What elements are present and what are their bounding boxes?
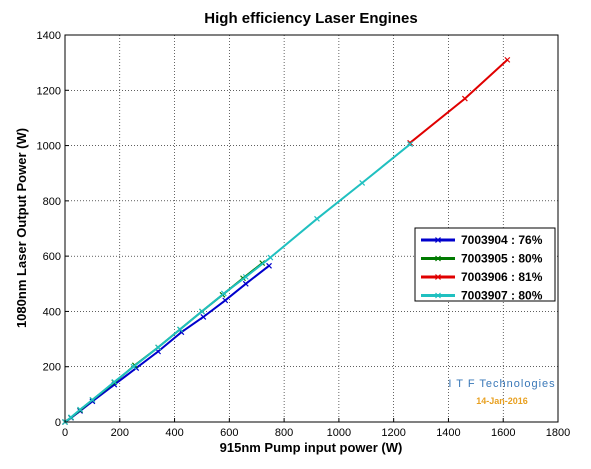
- y-tick-label: 800: [43, 196, 61, 208]
- legend-marker: [435, 237, 441, 243]
- series-4: [62, 141, 414, 425]
- y-axis-label: 1080nm Laser Output Power (W): [14, 128, 29, 328]
- data-point: [222, 297, 229, 304]
- x-tick-label: 800: [275, 427, 293, 439]
- x-tick-label: 200: [111, 427, 129, 439]
- data-point: [89, 396, 96, 403]
- data-point: [314, 215, 320, 222]
- data-point: [77, 406, 83, 413]
- data-point: [266, 262, 272, 269]
- plot-frame: [64, 34, 559, 423]
- data-point: [407, 141, 414, 148]
- legend-item: 7003906 : 81%: [421, 270, 543, 284]
- axes: 0 200 400 600 800 1000 1200 1400 1600 1800 0 200 400…: [37, 30, 571, 439]
- legend-marker: [435, 255, 441, 262]
- data-point: [155, 344, 162, 351]
- data-point: [68, 414, 74, 421]
- data-point: [220, 290, 227, 297]
- series-3: [407, 56, 511, 146]
- legend: 7003904 : 76% 7003905 : 80% 7003906 : 81% 7…: [414, 227, 556, 303]
- legend-marker: [435, 274, 441, 280]
- legend-marker: [435, 292, 441, 299]
- date-annotation: 14-Jan-2016: [476, 396, 528, 406]
- y-tick-label: 0: [55, 417, 61, 429]
- y-tick-label: 400: [43, 306, 61, 318]
- data-point: [199, 308, 205, 315]
- y-tick-label: 1200: [37, 85, 61, 97]
- legend-label: 7003905 : 80%: [461, 252, 543, 266]
- y-tick-label: 1000: [37, 141, 61, 153]
- legend-label: 7003906 : 81%: [461, 270, 543, 284]
- data-point: [242, 280, 249, 287]
- x-tick-label: 0: [62, 427, 68, 439]
- x-tick-label: 1800: [546, 427, 570, 439]
- series-layer: [62, 56, 511, 425]
- data-point: [177, 326, 183, 333]
- x-tick-label: 400: [165, 427, 183, 439]
- grid: [65, 35, 558, 422]
- data-point: [130, 363, 137, 370]
- data-point: [111, 378, 118, 385]
- x-axis-label: 915nm Pump input power (W): [220, 440, 403, 455]
- chart-title: High efficiency Laser Engines: [204, 10, 417, 27]
- legend-item: 7003905 : 80%: [421, 252, 543, 266]
- legend-label: 7003907 : 80%: [461, 289, 543, 303]
- y-tick-label: 1400: [37, 30, 61, 42]
- company-annotation: I T F Technologies: [448, 378, 555, 390]
- y-tick-label: 600: [43, 251, 61, 263]
- data-point: [242, 273, 249, 280]
- legend-item: 7003904 : 76%: [421, 233, 543, 247]
- data-point: [200, 314, 207, 320]
- x-tick-label: 1600: [491, 427, 515, 439]
- legend-label: 7003904 : 76%: [461, 233, 543, 247]
- x-tick-label: 1400: [436, 427, 460, 439]
- legend-item: 7003907 : 80%: [421, 289, 543, 303]
- x-tick-label: 1200: [381, 427, 405, 439]
- x-tick-label: 600: [220, 427, 238, 439]
- y-tick-label: 200: [43, 362, 61, 374]
- data-point: [461, 95, 468, 102]
- data-point: [267, 254, 274, 261]
- data-point: [504, 56, 511, 63]
- data-point: [359, 179, 366, 186]
- x-tick-label: 1000: [327, 427, 351, 439]
